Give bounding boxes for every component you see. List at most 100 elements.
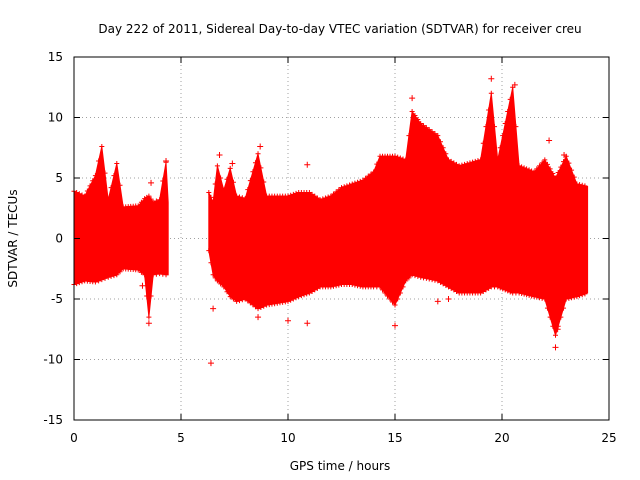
edge-marker (320, 196, 326, 202)
edge-marker (79, 279, 85, 285)
edge-marker (406, 275, 412, 281)
edge-marker (553, 175, 558, 181)
edge-marker (451, 160, 457, 166)
edge-marker (304, 291, 310, 297)
edge-marker (454, 288, 460, 294)
edge-marker (569, 295, 575, 301)
edge-marker (505, 288, 511, 294)
edge-marker (539, 160, 545, 166)
edge-marker (330, 191, 336, 197)
edge-marker (421, 275, 427, 281)
edge-marker (135, 203, 141, 209)
x-tick-label: 15 (387, 431, 402, 445)
edge-marker (206, 190, 212, 196)
edge-marker (285, 193, 291, 199)
edge-marker (355, 179, 361, 185)
edge-marker (336, 187, 342, 193)
edge-marker (519, 291, 525, 297)
data-layer (71, 75, 589, 367)
outlier-marker (216, 152, 223, 159)
edge-marker (574, 294, 580, 300)
edge-marker (336, 282, 342, 288)
edge-marker (529, 168, 535, 174)
edge-marker (582, 183, 588, 189)
edge-marker (102, 170, 108, 176)
edge-marker (429, 129, 435, 135)
edge-marker (534, 166, 540, 172)
edge-marker (454, 161, 460, 167)
x-tick-label: 10 (280, 431, 295, 445)
edge-marker (230, 296, 236, 302)
outlier-marker (546, 137, 553, 144)
outlier-marker (445, 296, 452, 302)
outlier-marker (554, 326, 561, 333)
edge-marker (347, 182, 353, 188)
edge-marker (245, 187, 251, 193)
edge-marker (163, 272, 169, 278)
edge-marker (247, 178, 253, 184)
edge-marker (296, 294, 302, 300)
edge-marker (495, 157, 501, 163)
edge-marker (426, 127, 432, 133)
edge-marker (377, 284, 383, 290)
edge-marker (448, 158, 454, 164)
edge-marker (542, 157, 548, 163)
edge-marker (577, 293, 583, 299)
edge-marker (550, 323, 556, 329)
edge-marker (507, 289, 513, 295)
edge-marker (138, 269, 144, 275)
outlier-marker (434, 298, 441, 305)
outlier-marker (285, 317, 291, 324)
edge-marker (483, 124, 489, 130)
edge-marker (210, 199, 216, 205)
edge-marker (242, 196, 248, 202)
edge-marker (555, 323, 561, 329)
edge-marker (261, 179, 267, 185)
edge-marker (99, 144, 105, 150)
edge-marker (148, 196, 154, 202)
edge-marker (478, 157, 484, 163)
edge-marker (144, 293, 150, 299)
edge-marker (566, 160, 572, 166)
edge-marker (306, 190, 312, 196)
grid-lines (74, 57, 609, 420)
edge-marker (96, 278, 102, 284)
edge-marker (285, 298, 291, 304)
edge-marker (440, 281, 446, 287)
edge-marker (574, 181, 580, 187)
edge-marker (553, 332, 558, 338)
edge-marker (245, 298, 251, 304)
edge-marker (306, 290, 312, 296)
edge-marker (385, 293, 391, 299)
edge-marker (234, 298, 240, 304)
edge-marker (357, 178, 363, 184)
edge-marker (470, 159, 476, 165)
edge-marker (239, 195, 245, 201)
edge-marker (138, 199, 144, 205)
y-tick-label: -5 (51, 292, 63, 306)
edge-marker (412, 273, 418, 279)
edge-marker (221, 187, 227, 193)
edge-marker (526, 167, 532, 173)
y-tick-label: -10 (43, 353, 63, 367)
edge-marker (258, 165, 264, 171)
edge-marker (114, 272, 120, 278)
edge-marker (423, 275, 429, 281)
edge-marker (437, 279, 443, 285)
edge-marker (365, 173, 371, 179)
outlier-marker (304, 320, 311, 327)
edge-marker (218, 281, 224, 287)
edge-marker (579, 182, 585, 188)
edge-marker (432, 277, 438, 283)
edge-marker (288, 297, 294, 303)
edge-marker (486, 107, 492, 113)
edge-marker (403, 278, 409, 284)
outlier-marker (257, 143, 264, 150)
edge-marker (357, 283, 363, 289)
edge-marker (395, 296, 401, 302)
edge-marker (322, 195, 328, 201)
edge-marker (426, 276, 432, 282)
edge-marker (440, 145, 446, 151)
edge-marker (390, 299, 396, 305)
